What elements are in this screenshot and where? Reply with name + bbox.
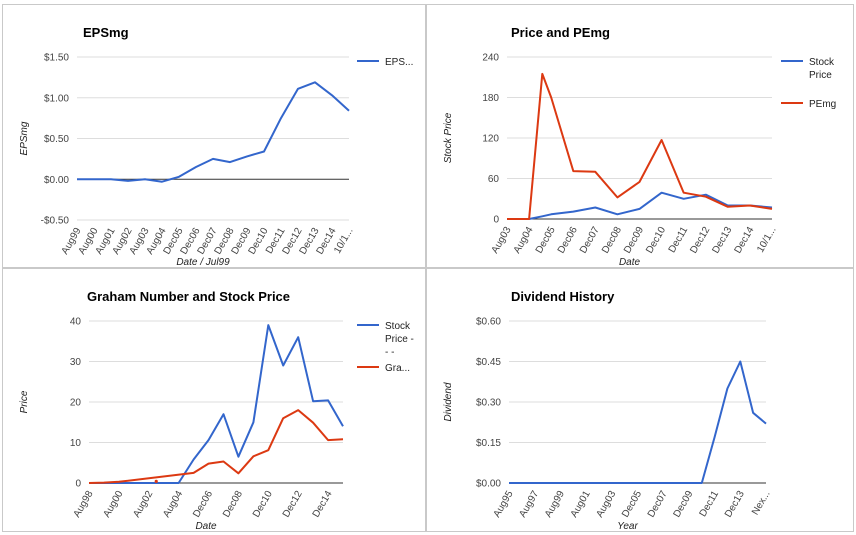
y-tick-label: 20	[70, 398, 82, 409]
y-tick-label: 10	[70, 438, 82, 449]
x-tick-label: 10/1...	[755, 225, 778, 255]
y-tick-label: -$0.50	[41, 216, 70, 227]
x-tick-label: Dec14	[733, 225, 757, 256]
x-tick-label: Dec11	[698, 489, 722, 519]
x-tick-label: Aug98	[72, 489, 96, 520]
x-tick-label: Aug04	[161, 489, 185, 520]
y-tick-label: 0	[75, 479, 81, 490]
chart-title: Dividend History	[511, 289, 615, 304]
x-tick-label: Dec07	[646, 489, 670, 520]
y-tick-label: 240	[482, 53, 499, 64]
x-tick-label: Aug00	[101, 489, 125, 520]
x-tick-label: Aug04	[512, 225, 536, 256]
x-axis-title: Date	[195, 521, 217, 532]
y-axis-title: Price	[19, 390, 30, 413]
y-axis-title: EPSmg	[19, 121, 30, 155]
x-tick-label: Dec08	[600, 225, 624, 256]
x-axis-title: Year	[617, 521, 638, 532]
x-tick-label: Dec11	[667, 225, 691, 255]
y-tick-label: $0.30	[476, 398, 501, 409]
series-line	[507, 72, 773, 220]
x-tick-label: Dec06	[191, 489, 215, 520]
x-axis-title: Date	[619, 257, 641, 268]
y-axis-title: Stock Price	[443, 112, 454, 163]
chart-graham: Graham Number and Stock Price 0 10 20 30 40 Au…	[19, 289, 414, 532]
legend-label: PEmg	[809, 99, 836, 110]
series-line	[509, 360, 767, 484]
y-tick-label: $0.45	[476, 357, 501, 368]
x-tick-label: Aug01	[569, 489, 593, 520]
y-tick-label: $0.50	[44, 134, 69, 145]
legend-label: Stock	[809, 57, 835, 68]
x-tick-label: Dec09	[622, 225, 646, 256]
chart-title: Graham Number and Stock Price	[87, 289, 290, 304]
series-line	[89, 324, 344, 484]
x-tick-label: Dec12	[688, 225, 712, 256]
x-tick-label: Dec07	[578, 225, 602, 256]
chart-dividend: Dividend History $0.00 $0.15 $0.30 $0.45 $0.6…	[443, 289, 773, 532]
legend-label: - -	[385, 347, 394, 358]
chart-epsmg: EPSmg-$0.50$0.00$0.50$1.00$1.50Aug99Aug0…	[19, 25, 413, 268]
y-axis-title: Dividend	[443, 382, 454, 421]
data-point	[154, 479, 158, 483]
x-tick-label: Dec14	[311, 489, 335, 520]
series-line	[88, 409, 344, 484]
legend-label: Price	[809, 70, 832, 81]
x-tick-label: Dec12	[281, 489, 305, 520]
x-tick-label: Dec06	[556, 225, 580, 256]
chart-panel-price-pemg: Price and PEmg 0 60 120 180 240 Aug03 Aug04 Dec0…	[426, 4, 854, 268]
chart-panel-graham: Graham Number and Stock Price 0 10 20 30 40 Au…	[2, 268, 426, 532]
legend-label: Stock	[385, 321, 411, 332]
x-tick-label: Dec10	[644, 225, 668, 256]
x-tick-label: Nex...	[750, 489, 773, 517]
x-tick-label: Aug03	[594, 489, 618, 520]
x-tick-label: Dec13	[710, 225, 734, 256]
y-tick-label: 180	[482, 93, 499, 104]
x-tick-label: Dec05	[620, 489, 644, 520]
chart-title: Price and PEmg	[511, 25, 610, 40]
x-tick-label: Aug97	[517, 489, 541, 520]
chart-panel-dividend: Dividend History $0.00 $0.15 $0.30 $0.45 $0.6…	[426, 268, 854, 532]
series-line	[77, 81, 350, 183]
x-axis-title: Date / Jul99	[176, 257, 230, 268]
x-tick-label: Dec05	[534, 225, 558, 256]
chart-title: EPSmg	[83, 25, 129, 40]
x-tick-label: Dec10	[251, 489, 275, 520]
x-tick-label: Dec09	[672, 489, 696, 520]
y-tick-label: 30	[70, 357, 82, 368]
x-tick-label: Aug99	[543, 489, 567, 520]
legend-label: Gra...	[385, 363, 410, 374]
x-tick-label: Dec08	[221, 489, 245, 520]
chart-price-pemg: Price and PEmg060120180240Aug03Aug04Dec0…	[443, 25, 836, 268]
y-tick-label: $0.60	[476, 317, 501, 328]
y-tick-label: 60	[488, 174, 500, 185]
chart-panel-epsmg: EPSmg -$0.50 $0.00 $0.50 $1.00 $1.50 Aug99 Aug0…	[2, 4, 426, 268]
y-tick-label: 120	[482, 134, 499, 145]
y-tick-label: $0.00	[476, 479, 501, 490]
x-tick-label: Aug02	[131, 489, 155, 520]
y-tick-label: $1.50	[44, 53, 69, 64]
y-tick-label: $0.00	[44, 175, 69, 186]
y-tick-label: 40	[70, 317, 82, 328]
y-tick-label: $0.15	[476, 438, 501, 449]
x-tick-label: Aug95	[492, 489, 516, 520]
legend-label: EPS...	[385, 57, 413, 68]
y-tick-label: $1.00	[44, 93, 69, 104]
x-tick-label: Dec13	[723, 489, 747, 520]
y-tick-label: 0	[493, 215, 499, 226]
legend-label: Price -	[385, 334, 414, 345]
series-line	[507, 191, 773, 220]
x-tick-label: Aug03	[490, 225, 514, 256]
